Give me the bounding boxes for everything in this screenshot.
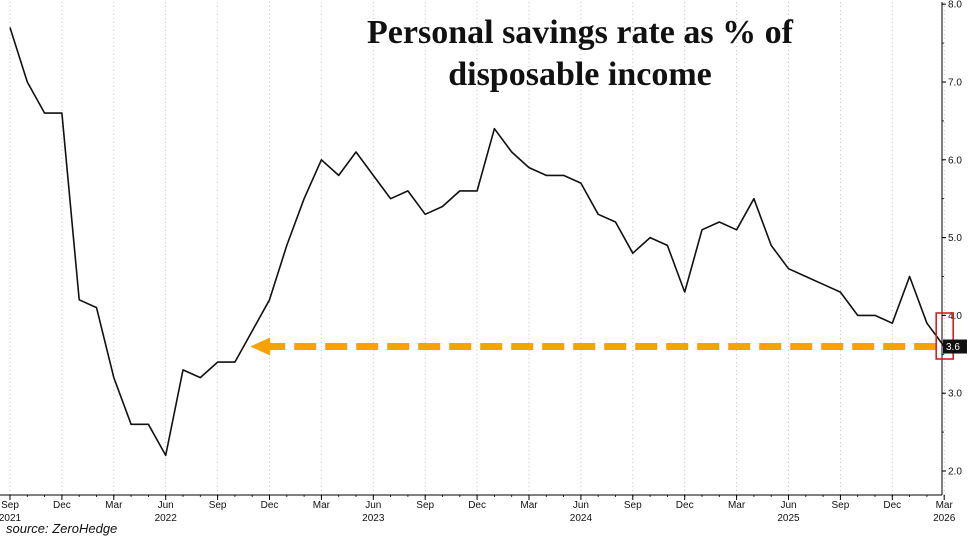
x-tick-label: Mar — [728, 500, 746, 511]
y-tick-label: 2.0 — [948, 467, 962, 478]
x-tick-label: Dec — [883, 500, 901, 511]
x-tick-label: Jun — [158, 500, 174, 511]
savings-rate-line — [9, 27, 945, 457]
last-value-badge: 3.6 — [943, 339, 967, 354]
x-year-label: 2022 — [155, 513, 178, 524]
x-tick-label: Jun — [573, 500, 589, 511]
x-tick-label: Sep — [832, 500, 850, 511]
x-year-label: 2023 — [362, 513, 385, 524]
x-year-label: 2024 — [570, 513, 593, 524]
x-tick-label: Mar — [105, 500, 123, 511]
y-tick-label: 3.0 — [948, 389, 962, 400]
x-tick-label: Mar — [313, 500, 331, 511]
y-axis-ticks: 2.0 3.0 4.0 5.0 6.0 7.0 8.0 — [942, 0, 962, 478]
y-tick-label: 5.0 — [948, 233, 962, 244]
x-tick-label: Sep — [209, 500, 227, 511]
dashed-arrow-head — [250, 337, 271, 356]
y-tick-label: 7.0 — [948, 78, 962, 89]
y-tick-label: 4.0 — [948, 311, 962, 322]
x-tick-label: Jun — [365, 500, 381, 511]
x-tick-label: Dec — [261, 500, 279, 511]
x-tick-label: Mar — [936, 500, 954, 511]
x-axis-ticks: Sep 2021 Dec Mar Jun 2022 Sep Dec Mar Jun 2023 Sep D… — [0, 495, 956, 524]
last-value-badge-bg — [943, 339, 967, 354]
x-year-label: 2021 — [0, 513, 22, 524]
last-value-label: 3.6 — [946, 342, 960, 353]
annotations — [250, 312, 955, 360]
x-year-label: 2026 — [933, 513, 956, 524]
y-tick-label: 6.0 — [948, 155, 962, 166]
x-tick-label: Sep — [416, 500, 434, 511]
x-tick-label: Dec — [468, 500, 486, 511]
x-year-label: 2025 — [777, 513, 800, 524]
x-tick-label: Sep — [1, 500, 19, 511]
chart-title: Personal savings rate as % of disposable… — [367, 14, 793, 93]
x-tick-label: Mar — [520, 500, 538, 511]
x-tick-label: Dec — [676, 500, 694, 511]
highlight-box — [935, 312, 955, 360]
x-tick-label: Sep — [624, 500, 642, 511]
y-tick-label: 8.0 — [948, 0, 962, 11]
x-tick-label: Jun — [780, 500, 796, 511]
x-tick-label: Dec — [53, 500, 71, 511]
source-label: source: ZeroHedge — [6, 521, 118, 536]
